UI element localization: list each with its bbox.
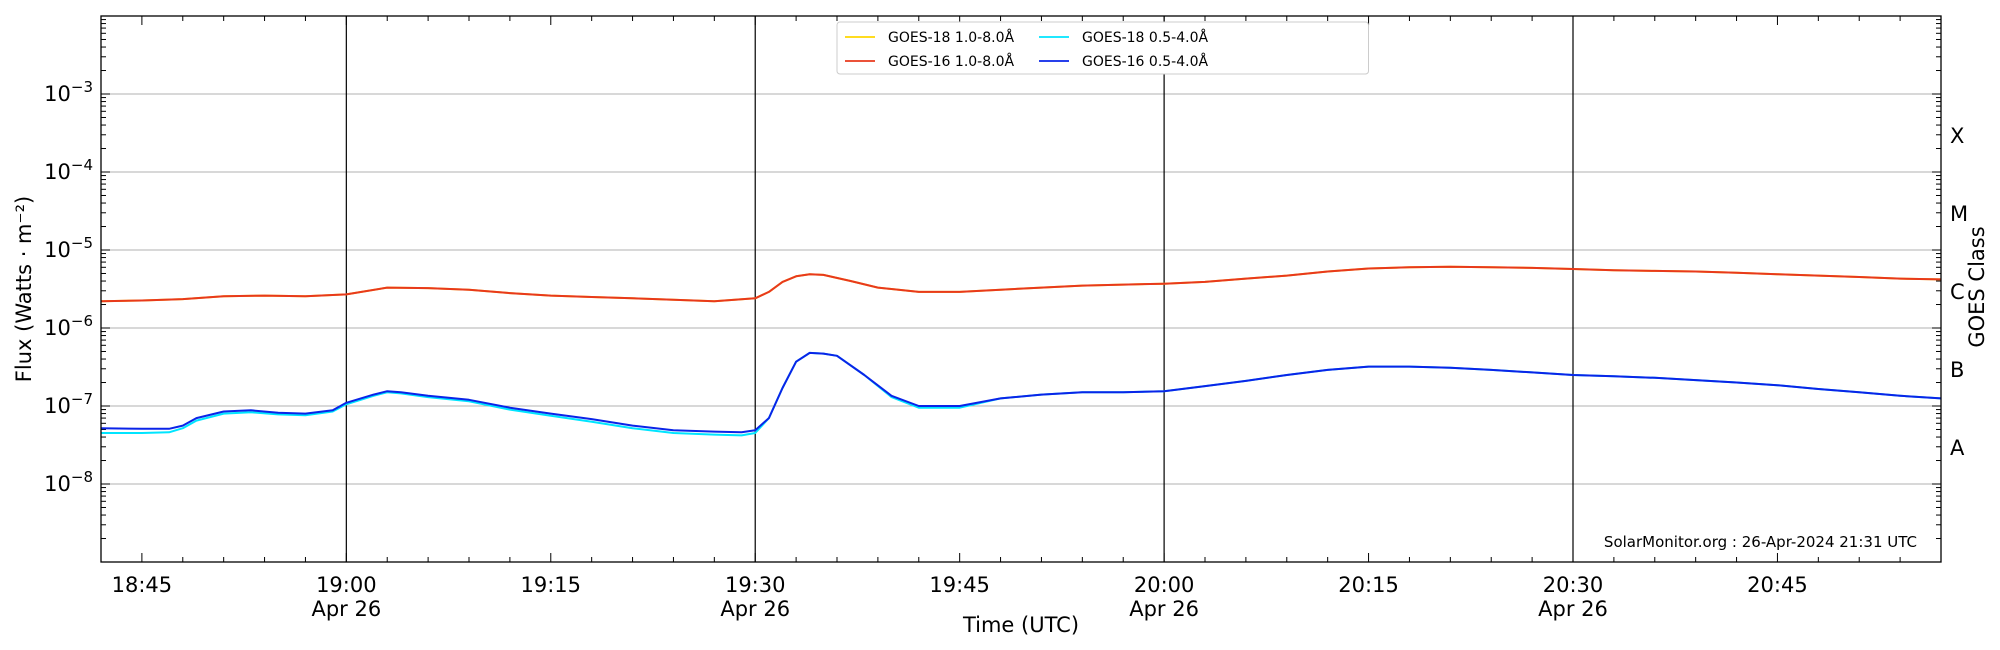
y-tick-label: 10−6 (44, 312, 93, 340)
y-tick-label: 10−3 (44, 78, 93, 106)
x-tick-label: 20:15 (1338, 573, 1399, 597)
x-tick-date-label: Apr 26 (720, 597, 790, 621)
legend-box (836, 21, 1369, 75)
x-tick-label: 20:00 (1134, 573, 1195, 597)
series-line (101, 265, 1941, 303)
goes-class-label: X (1950, 124, 1964, 148)
goes-class-label: C (1950, 280, 1965, 304)
plot-frame (100, 15, 1942, 563)
x-tick-label: 20:45 (1747, 573, 1808, 597)
goes-class-label: A (1950, 436, 1965, 460)
legend-entry-label: GOES-16 0.5-4.0Å (1082, 53, 1208, 70)
goes-class-axis-label: GOES Class (1965, 226, 1989, 347)
x-tick-label: 19:15 (521, 573, 582, 597)
x-tick-label: 20:30 (1543, 573, 1604, 597)
legend-entry-label: GOES-18 1.0-8.0Å (888, 29, 1014, 46)
y-axis-label: Flux (Watts · m⁻²) (12, 196, 36, 382)
x-tick-label: 19:45 (929, 573, 990, 597)
legend-entry-label: GOES-16 1.0-8.0Å (888, 53, 1014, 70)
legend: GOES-18 1.0-8.0Å GOES-18 0.5-4.0Å GOES-16 … (836, 21, 1369, 75)
legend-entry-label: GOES-18 0.5-4.0Å (1082, 29, 1208, 46)
x-tick-label: 19:00 (316, 573, 377, 597)
y-tick-label: 10−5 (44, 234, 93, 262)
goes-class-label: B (1950, 358, 1964, 382)
goes-class-label: M (1950, 202, 1968, 226)
x-tick-date-label: Apr 26 (1129, 597, 1199, 621)
y-tick-label: 10−7 (44, 390, 93, 418)
x-tick-label: 19:30 (725, 573, 786, 597)
y-tick-label: 10−8 (44, 468, 93, 496)
x-tick-date-label: Apr 26 (1538, 597, 1608, 621)
credit-text: SolarMonitor.org : 26-Apr-2024 21:31 UTC (1604, 533, 1917, 551)
x-tick-label: 18:45 (112, 573, 173, 597)
x-axis-label: Time (UTC) (962, 613, 1079, 637)
x-tick-date-label: Apr 26 (311, 597, 381, 621)
series-line (101, 351, 1941, 434)
y-tick-label: 10−4 (44, 156, 93, 184)
